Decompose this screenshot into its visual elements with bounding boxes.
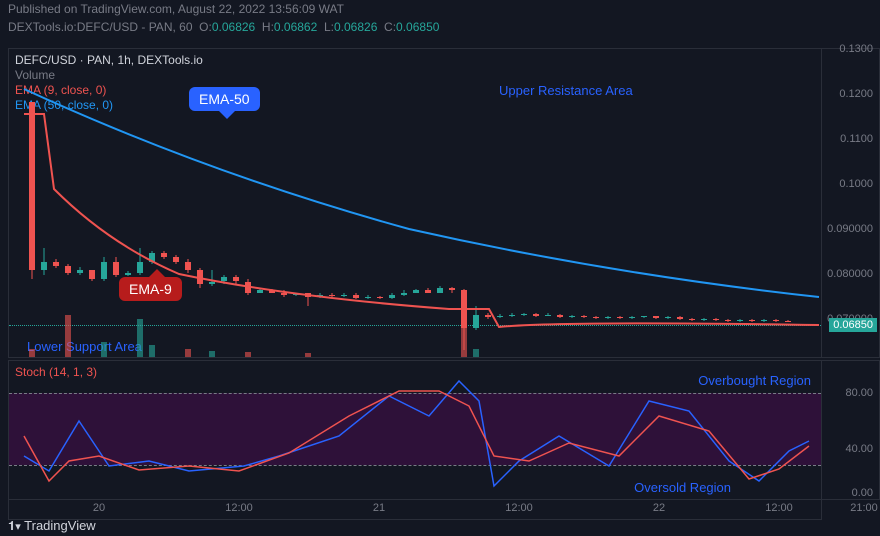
ema50-label: EMA (50, close, 0) [15, 98, 203, 113]
oversold-label: Oversold Region [634, 480, 731, 495]
y-tick: 0.1000 [839, 178, 873, 190]
y-tick: 0.1100 [840, 133, 873, 145]
chart-info: DEFC/USD · PAN, 1h, DEXTools.io Volume E… [15, 53, 203, 113]
x-tick: 12:00 [505, 502, 533, 514]
tv-icon: 𝟏▾ [8, 518, 21, 533]
ema50-callout: EMA-50 [189, 87, 260, 111]
stoch-axis[interactable]: 80.00 40.00 0.00 [822, 360, 880, 500]
ohlc-h: 0.06862 [274, 20, 317, 34]
vol-label: Volume [15, 68, 203, 83]
stoch-tick: 80.00 [845, 387, 873, 399]
stoch-label: Stoch (14, 1, 3) [15, 365, 97, 379]
ohlc-bar: DEXTools.io:DEFC/USD - PAN, 60 O:0.06826… [0, 18, 880, 36]
y-tick: 0.080000 [827, 268, 873, 280]
ema9-label: EMA (9, close, 0) [15, 83, 203, 98]
price-axis[interactable]: 0.13000.12000.11000.10000.0900000.080000… [822, 48, 880, 358]
chart-symbol: DEFC/USD · PAN, 1h, DEXTools.io [15, 53, 203, 68]
x-tick: 12:00 [225, 502, 253, 514]
stoch-tick: 40.00 [845, 443, 873, 455]
ema9-callout: EMA-9 [119, 277, 182, 301]
stoch-tick: 0.00 [852, 487, 873, 499]
time-axis[interactable]: 2012:002112:002212:0021:00 [8, 500, 822, 520]
current-price-badge: 0.06850 [829, 318, 877, 332]
ohlc-symbol: DEXTools.io:DEFC/USD - PAN, 60 [8, 20, 193, 34]
upper-annotation: Upper Resistance Area [499, 83, 633, 98]
y-tick: 0.1200 [839, 88, 873, 100]
x-tick: 12:00 [765, 502, 793, 514]
lower-annotation: Lower Support Area [27, 339, 142, 354]
y-tick: 0.1300 [839, 43, 873, 55]
x-tick: 21:00 [850, 502, 878, 514]
stoch-chart[interactable]: Stoch (14, 1, 3) Overbought Region Overs… [8, 360, 822, 500]
x-tick: 21 [373, 502, 385, 514]
publish-line: Published on TradingView.com, August 22,… [0, 0, 880, 18]
ohlc-l: 0.06826 [334, 20, 377, 34]
tradingview-logo: 𝟏▾ TradingView [8, 518, 96, 534]
overbought-label: Overbought Region [698, 373, 811, 388]
x-tick: 22 [653, 502, 665, 514]
price-chart[interactable]: DEFC/USD · PAN, 1h, DEXTools.io Volume E… [8, 48, 822, 358]
ohlc-c: 0.06850 [396, 20, 439, 34]
current-price-line [9, 325, 821, 326]
x-tick: 20 [93, 502, 105, 514]
ohlc-o: 0.06826 [212, 20, 255, 34]
y-tick: 0.090000 [827, 223, 873, 235]
